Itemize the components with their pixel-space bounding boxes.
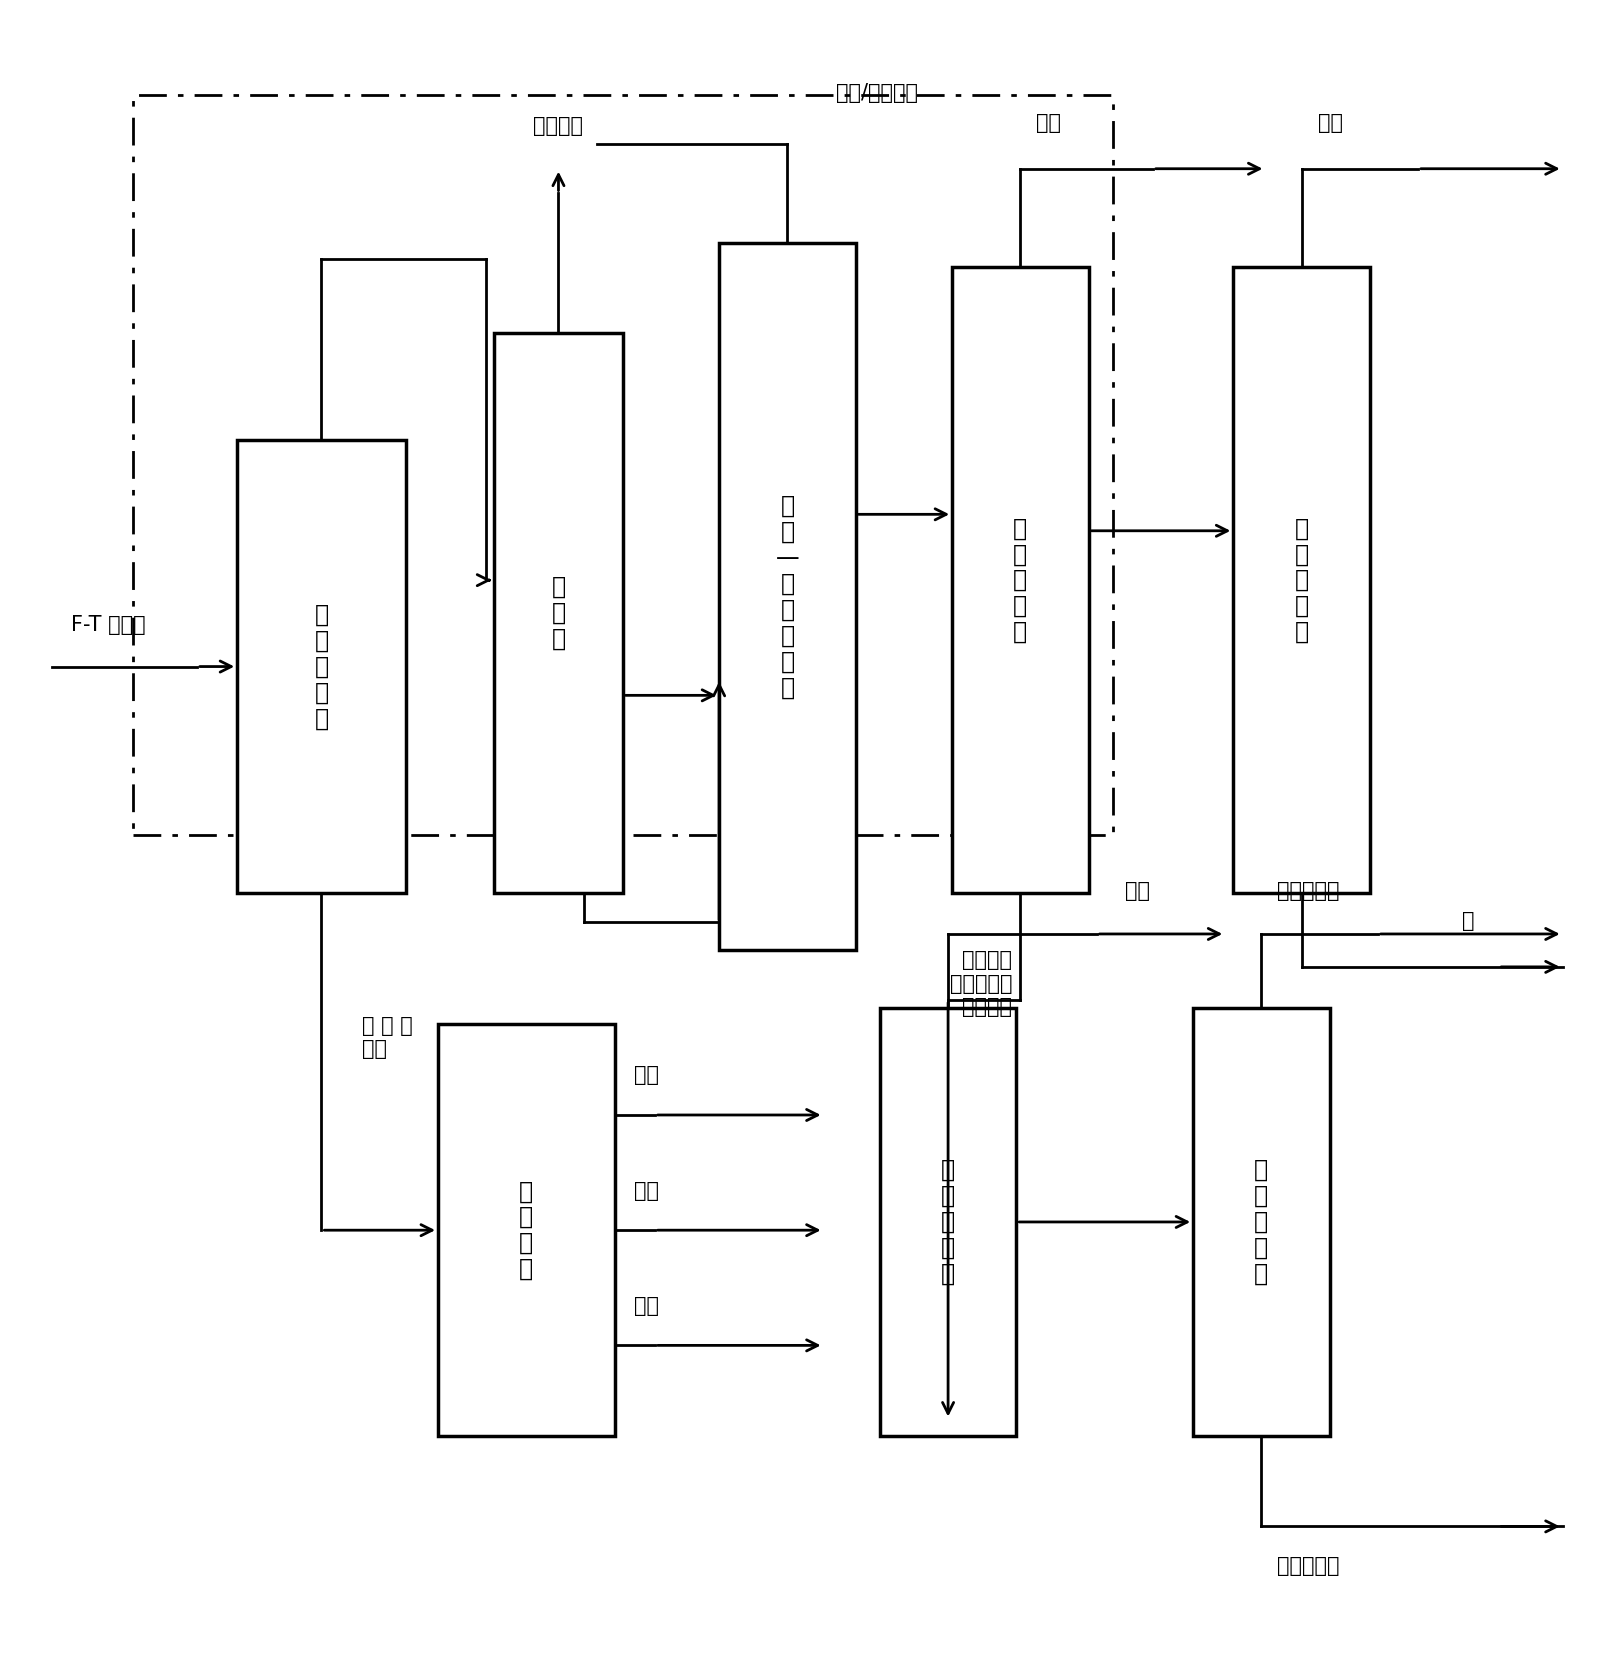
Text: 溶
剂
萃
取: 溶 剂 萃 取	[520, 1179, 533, 1282]
Bar	[1233, 268, 1369, 893]
Text: 乙醛馏分: 乙醛馏分	[533, 116, 583, 136]
Text: 丙醇、丁醇: 丙醇、丁醇	[1277, 1556, 1340, 1576]
Bar	[718, 243, 855, 951]
Text: 丙酮: 丙酮	[1036, 112, 1060, 132]
Text: F-T 反应水: F-T 反应水	[71, 615, 145, 635]
Bar	[1193, 1007, 1328, 1436]
Text: 乙
醇
精
馏
塔: 乙 醇 精 馏 塔	[941, 1158, 954, 1285]
Bar	[237, 440, 405, 893]
Text: 乙酸: 乙酸	[634, 1065, 659, 1085]
Text: 水、恒沸剂: 水、恒沸剂	[1277, 882, 1340, 901]
Bar	[880, 1007, 1015, 1436]
Text: 乙
醛
塔: 乙 醛 塔	[550, 576, 565, 652]
Text: 恒
沸
精
馏
塔: 恒 沸 精 馏 塔	[1254, 1158, 1267, 1285]
Text: 丙酸: 丙酸	[634, 1181, 659, 1201]
Text: 甲醇: 甲醇	[1317, 112, 1341, 132]
Bar	[437, 1024, 615, 1436]
Text: 乙醇: 乙醇	[1123, 882, 1149, 901]
Bar	[132, 94, 1112, 835]
Text: 丁酸: 丁酸	[634, 1295, 659, 1317]
Text: 丙酮/甲醇馏分: 丙酮/甲醇馏分	[834, 83, 917, 103]
Text: 甲
醇
—
乙
醇
切
割
塔: 甲 醇 — 乙 醇 切 割 塔	[775, 495, 799, 700]
Text: 乙醇、丙
醇、丁醇及
水混合液: 乙醇、丙 醇、丁醇及 水混合液	[949, 951, 1012, 1017]
Text: 甲
醇
精
馏
塔: 甲 醇 精 馏 塔	[1294, 516, 1307, 643]
Text: 混 酸 水
溶液: 混 酸 水 溶液	[362, 1016, 412, 1060]
Bar	[494, 334, 623, 893]
Bar	[952, 268, 1088, 893]
Text: 混
酸
切
割
塔: 混 酸 切 割 塔	[315, 602, 328, 731]
Text: 水: 水	[1461, 911, 1474, 931]
Text: 萃
取
精
馏
塔: 萃 取 精 馏 塔	[1012, 516, 1027, 643]
